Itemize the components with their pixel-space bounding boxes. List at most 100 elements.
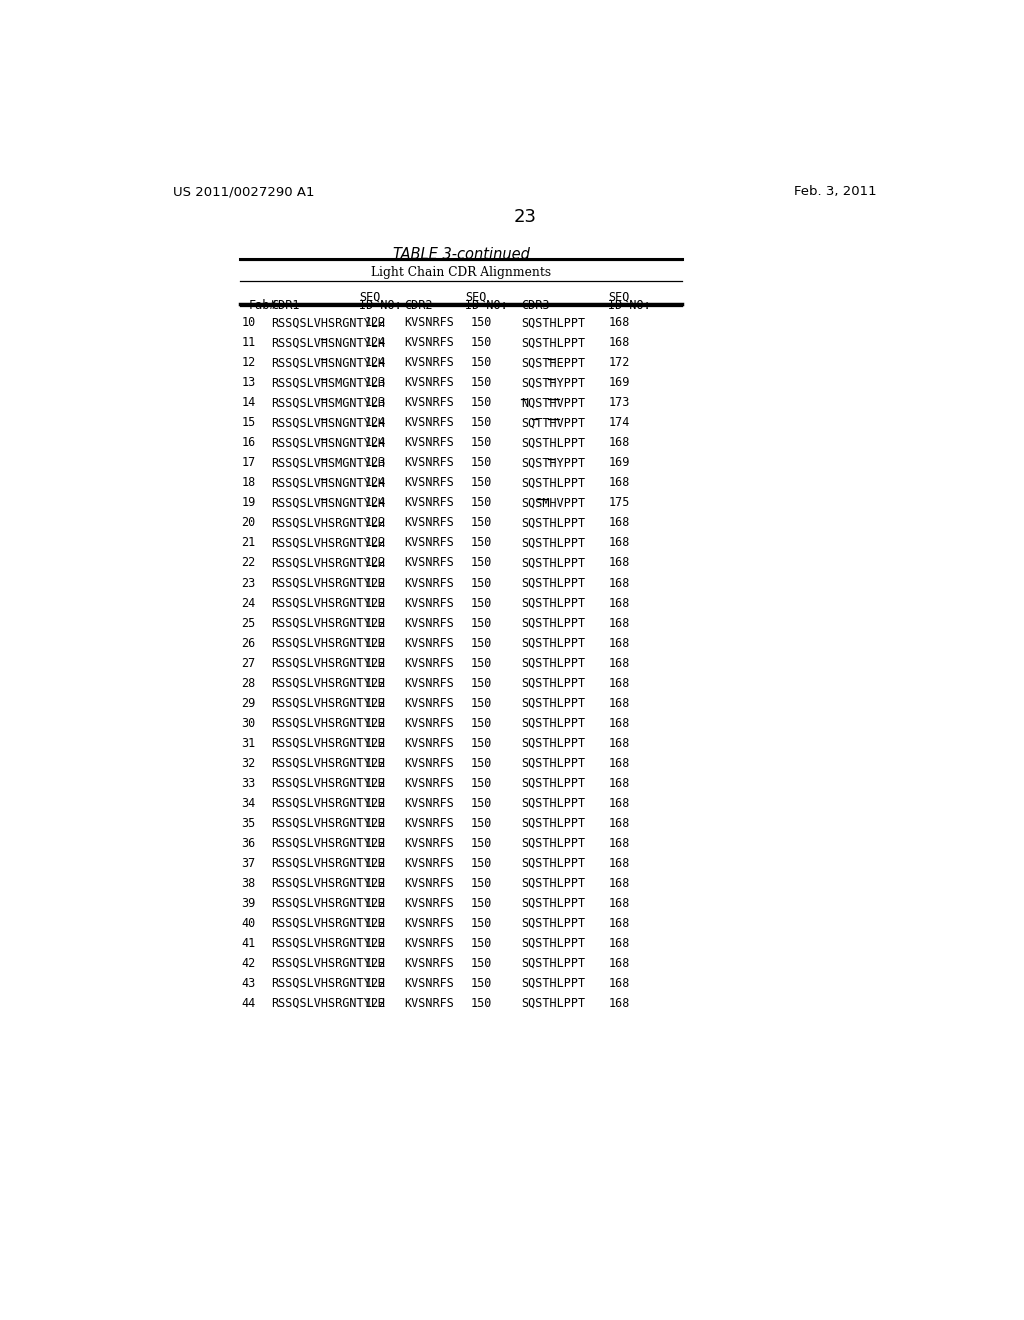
- Text: RSSQSLVHSRGNTYLH: RSSQSLVHSRGNTYLH: [271, 837, 385, 850]
- Text: RSSQSLVHSRGNTYLH: RSSQSLVHSRGNTYLH: [271, 776, 385, 789]
- Text: SQSTHLPPT: SQSTHLPPT: [521, 516, 585, 529]
- Text: 13: 13: [242, 376, 256, 389]
- Text: 150: 150: [471, 496, 493, 510]
- Text: 15: 15: [242, 416, 256, 429]
- Text: SEQ: SEQ: [359, 290, 380, 304]
- Text: KVSNRFS: KVSNRFS: [403, 977, 454, 990]
- Text: 168: 168: [609, 477, 630, 490]
- Text: 168: 168: [609, 557, 630, 569]
- Text: KVSNRFS: KVSNRFS: [403, 697, 454, 710]
- Text: 122: 122: [365, 997, 386, 1010]
- Text: SQSTHLPPT: SQSTHLPPT: [521, 896, 585, 909]
- Text: 150: 150: [471, 717, 493, 730]
- Text: SEQ: SEQ: [465, 290, 486, 304]
- Text: 168: 168: [609, 536, 630, 549]
- Text: RSSQSLVHSRGNTYLH: RSSQSLVHSRGNTYLH: [271, 717, 385, 730]
- Text: 168: 168: [609, 516, 630, 529]
- Text: 44: 44: [242, 997, 256, 1010]
- Text: 10: 10: [242, 317, 256, 329]
- Text: 30: 30: [242, 717, 256, 730]
- Text: 124: 124: [365, 477, 386, 490]
- Text: KVSNRFS: KVSNRFS: [403, 437, 454, 449]
- Text: US 2011/0027290 A1: US 2011/0027290 A1: [173, 185, 314, 198]
- Text: SQSTHLPPT: SQSTHLPPT: [521, 636, 585, 649]
- Text: SQSTHLPPT: SQSTHLPPT: [521, 477, 585, 490]
- Text: KVSNRFS: KVSNRFS: [403, 876, 454, 890]
- Text: RSSQSLVHSRGNTYLH: RSSQSLVHSRGNTYLH: [271, 896, 385, 909]
- Text: 150: 150: [471, 656, 493, 669]
- Text: 36: 36: [242, 837, 256, 850]
- Text: 20: 20: [242, 516, 256, 529]
- Text: 32: 32: [242, 756, 256, 770]
- Text: 41: 41: [242, 937, 256, 950]
- Text: RSSQSLVHSRGNTYLH: RSSQSLVHSRGNTYLH: [271, 557, 385, 569]
- Text: SQSTHYPPT: SQSTHYPPT: [521, 376, 585, 389]
- Text: 122: 122: [365, 737, 386, 750]
- Text: KVSNRFS: KVSNRFS: [403, 516, 454, 529]
- Text: 175: 175: [609, 496, 630, 510]
- Text: 168: 168: [609, 677, 630, 689]
- Text: 150: 150: [471, 776, 493, 789]
- Text: KVSNRFS: KVSNRFS: [403, 317, 454, 329]
- Text: 150: 150: [471, 997, 493, 1010]
- Text: RSSQSLVHSRGNTYLH: RSSQSLVHSRGNTYLH: [271, 876, 385, 890]
- Text: SQSTHLPPT: SQSTHLPPT: [521, 876, 585, 890]
- Text: SQSTHLPPT: SQSTHLPPT: [521, 616, 585, 630]
- Text: SQSTHLPPT: SQSTHLPPT: [521, 697, 585, 710]
- Text: RSSQSLVHSRGNTYLH: RSSQSLVHSRGNTYLH: [271, 756, 385, 770]
- Text: KVSNRFS: KVSNRFS: [403, 756, 454, 770]
- Text: SQSTHLPPT: SQSTHLPPT: [521, 857, 585, 870]
- Text: KVSNRFS: KVSNRFS: [403, 496, 454, 510]
- Text: CDR3: CDR3: [521, 300, 550, 313]
- Text: SQSTHLPPT: SQSTHLPPT: [521, 557, 585, 569]
- Text: RSSQSLVHSRGNTYLH: RSSQSLVHSRGNTYLH: [271, 957, 385, 970]
- Text: SQSTHEPPT: SQSTHEPPT: [521, 356, 585, 370]
- Text: 168: 168: [609, 776, 630, 789]
- Text: 29: 29: [242, 697, 256, 710]
- Text: KVSNRFS: KVSNRFS: [403, 957, 454, 970]
- Text: 169: 169: [609, 457, 630, 470]
- Text: 43: 43: [242, 977, 256, 990]
- Text: 150: 150: [471, 416, 493, 429]
- Text: 34: 34: [242, 797, 256, 809]
- Text: 122: 122: [365, 636, 386, 649]
- Text: RSSQSLVHSRGNTYLH: RSSQSLVHSRGNTYLH: [271, 737, 385, 750]
- Text: SQSTHLPPT: SQSTHLPPT: [521, 817, 585, 830]
- Text: 122: 122: [365, 557, 386, 569]
- Text: KVSNRFS: KVSNRFS: [403, 737, 454, 750]
- Text: SQSTHLPPT: SQSTHLPPT: [521, 957, 585, 970]
- Text: 150: 150: [471, 597, 493, 610]
- Text: KVSNRFS: KVSNRFS: [403, 817, 454, 830]
- Text: 168: 168: [609, 577, 630, 590]
- Text: KVSNRFS: KVSNRFS: [403, 837, 454, 850]
- Text: 150: 150: [471, 957, 493, 970]
- Text: SQSTHLPPT: SQSTHLPPT: [521, 837, 585, 850]
- Text: 168: 168: [609, 896, 630, 909]
- Text: RSSQSLVHSRGNTYLH: RSSQSLVHSRGNTYLH: [271, 597, 385, 610]
- Text: 122: 122: [365, 837, 386, 850]
- Text: 150: 150: [471, 636, 493, 649]
- Text: 28: 28: [242, 677, 256, 689]
- Text: SQSTHLPPT: SQSTHLPPT: [521, 756, 585, 770]
- Text: 38: 38: [242, 876, 256, 890]
- Text: 16: 16: [242, 437, 256, 449]
- Text: RSSQSLVHSRGNTYLH: RSSQSLVHSRGNTYLH: [271, 616, 385, 630]
- Text: 168: 168: [609, 817, 630, 830]
- Text: 12: 12: [242, 356, 256, 370]
- Text: 23: 23: [513, 209, 537, 227]
- Text: RSSQSLVHSRGNTYLH: RSSQSLVHSRGNTYLH: [271, 536, 385, 549]
- Text: 150: 150: [471, 797, 493, 809]
- Text: RSSQSLVHSMGNTYLH: RSSQSLVHSMGNTYLH: [271, 376, 385, 389]
- Text: 150: 150: [471, 737, 493, 750]
- Text: ID NO:: ID NO:: [608, 300, 651, 313]
- Text: KVSNRFS: KVSNRFS: [403, 376, 454, 389]
- Text: SQSTHLPPT: SQSTHLPPT: [521, 656, 585, 669]
- Text: RSSQSLVHSNGNTYLH: RSSQSLVHSNGNTYLH: [271, 337, 385, 350]
- Text: 168: 168: [609, 876, 630, 890]
- Text: RSSQSLVHSRGNTYLH: RSSQSLVHSRGNTYLH: [271, 817, 385, 830]
- Text: 122: 122: [365, 876, 386, 890]
- Text: 122: 122: [365, 756, 386, 770]
- Text: KVSNRFS: KVSNRFS: [403, 616, 454, 630]
- Text: 168: 168: [609, 957, 630, 970]
- Text: 122: 122: [365, 717, 386, 730]
